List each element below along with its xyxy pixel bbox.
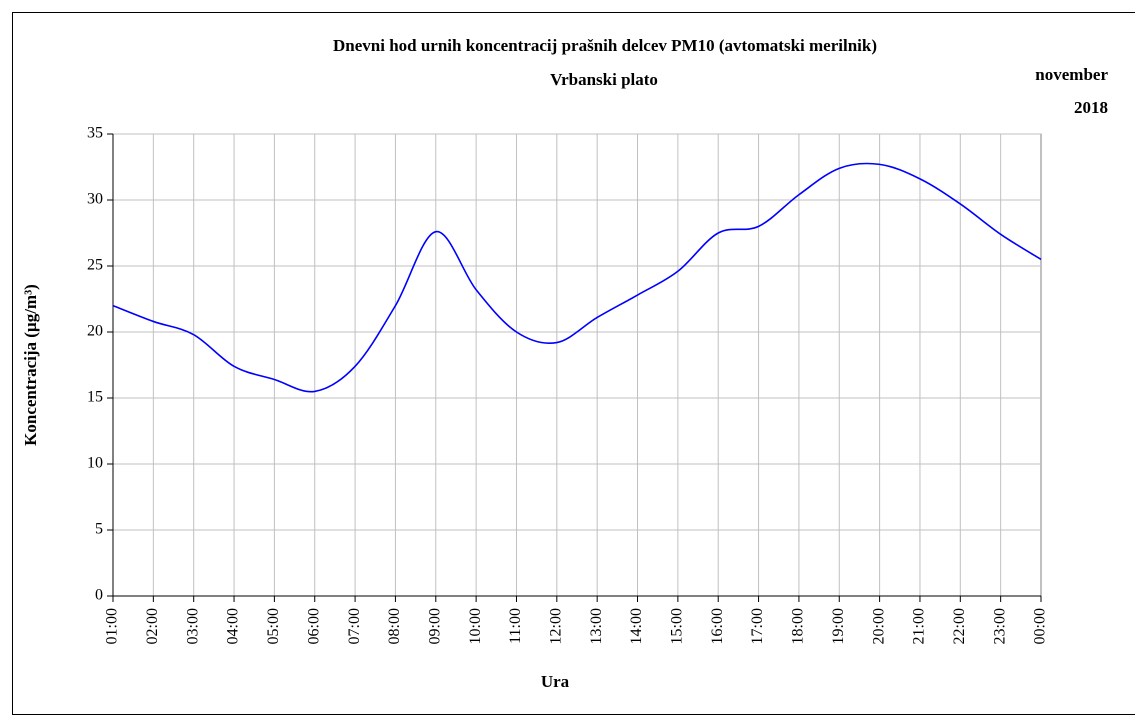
y-tick-label: 15: [87, 389, 103, 406]
y-tick-label: 35: [87, 125, 103, 142]
x-tick-label: 03:00: [184, 608, 201, 644]
x-tick-label: 04:00: [225, 608, 242, 644]
x-tick-label: 12:00: [547, 608, 564, 644]
x-tick-label: 21:00: [911, 608, 928, 644]
x-tick-label: 05:00: [265, 608, 282, 644]
x-tick-label: 20:00: [870, 608, 887, 644]
y-tick-label: 25: [87, 257, 103, 274]
x-tick-label: 11:00: [507, 608, 524, 644]
x-tick-label: 19:00: [830, 608, 847, 644]
y-tick-label: 20: [87, 323, 103, 340]
data-line: [112, 162, 1042, 393]
x-tick-label: 00:00: [1032, 608, 1049, 644]
x-tick-label: 07:00: [346, 608, 363, 644]
x-tick-label: 16:00: [709, 608, 726, 644]
y-tick-label: 5: [95, 521, 103, 538]
x-tick-label: 13:00: [588, 608, 605, 644]
x-tick-label: 09:00: [426, 608, 443, 644]
x-axis-label: Ura: [541, 672, 570, 691]
x-tick-label: 15:00: [669, 608, 686, 644]
x-tick-label: 08:00: [386, 608, 403, 644]
x-tick-label: 01:00: [104, 608, 121, 644]
x-tick-label: 14:00: [628, 608, 645, 644]
annotation: november: [1035, 65, 1108, 84]
x-tick-label: 18:00: [790, 608, 807, 644]
x-tick-label: 22:00: [951, 608, 968, 644]
x-tick-label: 10:00: [467, 608, 484, 644]
y-tick-label: 10: [87, 455, 103, 472]
x-tick-label: 02:00: [144, 608, 161, 644]
x-tick-label: 06:00: [305, 608, 322, 644]
plot-area: [112, 133, 1042, 597]
x-tick-label: 23:00: [991, 608, 1008, 644]
chart-title: Dnevni hod urnih koncentracij prašnih de…: [333, 36, 877, 55]
chart-frame: [12, 12, 1135, 715]
chart-subtitle: Vrbanski plato: [550, 70, 658, 89]
x-tick-label: 17:00: [749, 608, 766, 644]
y-tick-label: 30: [87, 191, 103, 208]
y-tick-label: 0: [95, 587, 103, 604]
y-axis-label: Koncentracija (µg/m³): [21, 284, 40, 446]
annotation: 2018: [1074, 98, 1108, 117]
